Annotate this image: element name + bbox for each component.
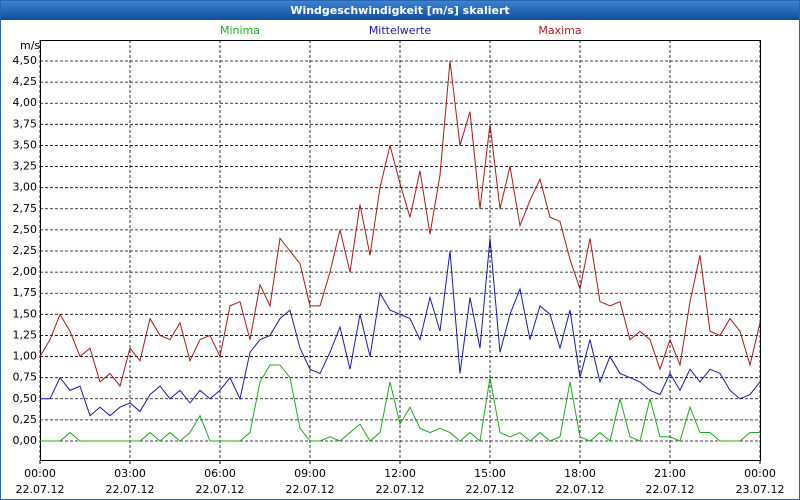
y-unit: m/s (20, 39, 40, 52)
chart-title: Windgeschwindigkeit [m/s] skaliert (290, 4, 509, 17)
y-tick-label: 0,00 (13, 434, 38, 447)
y-tick-label: 1,75 (13, 286, 38, 299)
y-tick-label: 0,25 (13, 413, 38, 426)
y-tick-label: 0,50 (13, 392, 38, 405)
x-tick-label: 18:00 (564, 467, 596, 480)
x-tick-date: 22.07.12 (556, 483, 605, 496)
x-tick-label: 00:00 (24, 467, 56, 480)
x-tick-date: 22.07.12 (16, 483, 65, 496)
legend-label: Mittelwerte (369, 24, 432, 37)
y-tick-label: 4,50 (13, 54, 38, 67)
x-tick-date: 22.07.12 (646, 483, 695, 496)
x-tick-label: 09:00 (294, 467, 326, 480)
y-tick-label: 1,50 (13, 307, 38, 320)
y-tick-label: 2,75 (13, 202, 38, 215)
y-tick-label: 4,00 (13, 96, 38, 109)
series-line (40, 364, 760, 442)
y-tick-label: 2,25 (13, 244, 38, 257)
y-tick-label: 2,50 (13, 223, 38, 236)
series-line (40, 238, 761, 417)
x-tick-date: 22.07.12 (196, 483, 245, 496)
y-tick-label: 3,50 (13, 138, 38, 151)
x-tick-label: 21:00 (654, 467, 686, 480)
x-tick-date: 22.07.12 (286, 483, 335, 496)
x-tick-label: 12:00 (384, 467, 416, 480)
y-tick-label: 4,25 (13, 75, 38, 88)
x-tick-date: 22.07.12 (106, 483, 155, 496)
x-tick-label: 03:00 (114, 467, 146, 480)
x-tick-date: 22.07.12 (466, 483, 515, 496)
y-tick-label: 3,00 (13, 181, 38, 194)
y-tick-label: 3,25 (13, 160, 38, 173)
legend-label: Maxima (538, 24, 581, 37)
y-tick-label: 1,00 (13, 350, 38, 363)
series-line (39, 60, 761, 388)
x-tick-date: 23.07.12 (736, 483, 785, 496)
y-tick-label: 1,25 (13, 328, 38, 341)
x-tick-label: 00:00 (744, 467, 776, 480)
y-tick-label: 3,75 (13, 117, 38, 130)
y-tick-label: 0,75 (13, 371, 38, 384)
x-tick-label: 15:00 (474, 467, 506, 480)
legend-label: Minima (220, 24, 260, 37)
y-tick-label: 2,00 (13, 265, 38, 278)
title-bar (1, 1, 799, 20)
x-tick-label: 06:00 (204, 467, 236, 480)
x-tick-date: 22.07.12 (376, 483, 425, 496)
